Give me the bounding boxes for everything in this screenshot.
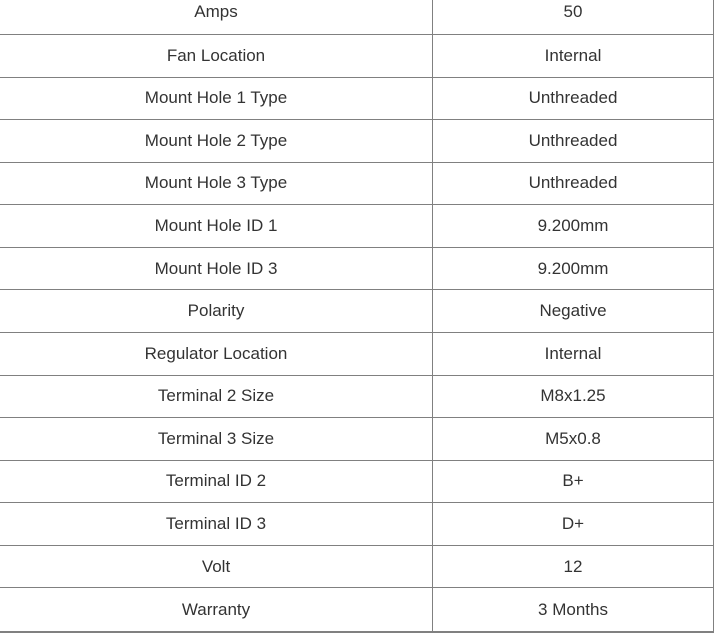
table-row: Terminal 3 Size M5x0.8 xyxy=(0,418,713,461)
spec-value: B+ xyxy=(562,471,584,491)
spec-value: Negative xyxy=(539,301,607,321)
spec-label: Regulator Location xyxy=(0,332,433,375)
spec-value: Internal xyxy=(544,45,602,65)
spec-label: Terminal 3 Size xyxy=(0,418,433,460)
table-row: Warranty 3 Months xyxy=(0,588,713,631)
table-row: Mount Hole 1 Type Unthreaded xyxy=(0,77,713,121)
spec-label: Fan Location xyxy=(0,35,433,77)
spec-label: Mount Hole 2 Type xyxy=(0,120,433,162)
table-row: Fan Location Internal xyxy=(0,35,713,78)
spec-label: Volt xyxy=(0,545,433,588)
spec-value: Unthreaded xyxy=(528,130,618,150)
spec-value: D+ xyxy=(561,513,585,533)
table-row: Mount Hole ID 1 9.200mm xyxy=(0,205,713,248)
spec-value: 9.200mm xyxy=(537,216,609,236)
spec-value: 9.200mm xyxy=(537,258,609,278)
spec-label: Amps xyxy=(0,0,433,34)
table-row: Mount Hole 2 Type Unthreaded xyxy=(0,120,713,163)
spec-value: Unthreaded xyxy=(528,88,618,108)
table-row: Amps 50 xyxy=(0,0,713,35)
table-row: Mount Hole 3 Type Unthreaded xyxy=(0,162,713,206)
spec-label: Warranty xyxy=(0,588,433,631)
table-row: Polarity Negative xyxy=(0,290,713,333)
table-row: Volt 12 xyxy=(0,545,713,589)
spec-label: Polarity xyxy=(0,290,433,332)
spec-label: Terminal 2 Size xyxy=(0,375,433,418)
table-row: Terminal ID 3 D+ xyxy=(0,503,713,546)
spec-value: Internal xyxy=(544,343,602,363)
spec-label: Mount Hole ID 3 xyxy=(0,247,433,290)
table-row: Mount Hole ID 3 9.200mm xyxy=(0,247,713,291)
spec-value: Unthreaded xyxy=(528,173,618,193)
table-row: Regulator Location Internal xyxy=(0,332,713,376)
spec-value: M8x1.25 xyxy=(540,386,606,406)
spec-label: Mount Hole 1 Type xyxy=(0,77,433,120)
spec-label: Terminal ID 3 xyxy=(0,503,433,545)
spec-value: M5x0.8 xyxy=(545,428,601,448)
table-row: Terminal ID 2 B+ xyxy=(0,460,713,504)
spec-value: 50 xyxy=(563,2,583,21)
spec-table: Amps 50 Fan Location Internal Mount Hole… xyxy=(0,0,714,633)
spec-label: Terminal ID 2 xyxy=(0,460,433,503)
spec-label: Mount Hole 3 Type xyxy=(0,162,433,205)
spec-value: 3 Months xyxy=(538,599,608,619)
table-row: Terminal 2 Size M8x1.25 xyxy=(0,375,713,419)
spec-label: Mount Hole ID 1 xyxy=(0,205,433,247)
spec-value: 12 xyxy=(563,556,583,576)
